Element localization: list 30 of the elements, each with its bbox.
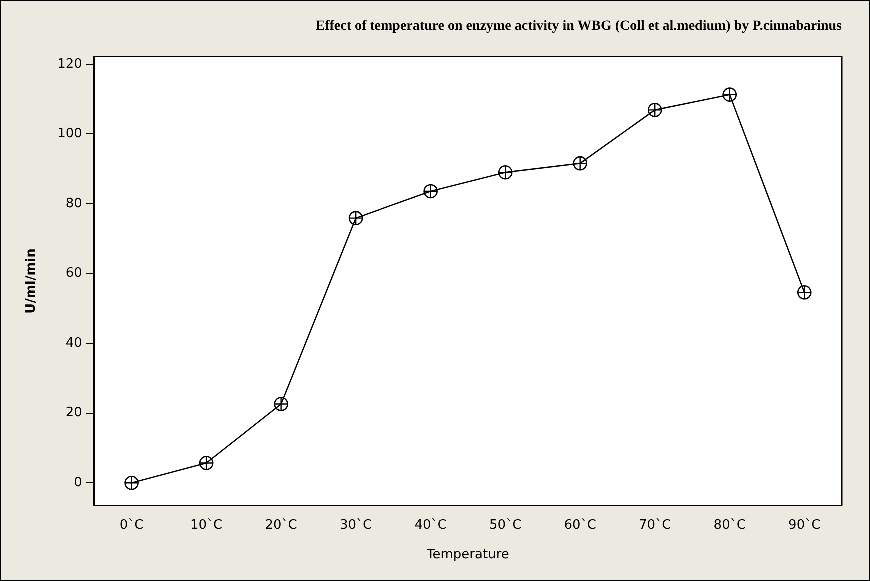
point bbox=[274, 397, 288, 412]
x-tick-label: 30`C bbox=[340, 518, 372, 533]
y-tick-label: 40 bbox=[66, 336, 82, 351]
x-tick-label: 50`C bbox=[490, 518, 522, 533]
x-tick-label: 0`C bbox=[120, 518, 144, 533]
x-tick-label: 70`C bbox=[639, 518, 672, 533]
y-tick-label: 0 bbox=[74, 476, 82, 490]
point bbox=[124, 476, 139, 490]
point bbox=[424, 184, 438, 199]
x-tick-label: 20`C bbox=[265, 518, 298, 533]
x-tick-label: 80`C bbox=[714, 518, 746, 533]
point bbox=[648, 103, 662, 118]
point bbox=[498, 165, 513, 180]
y-tick-label: 100 bbox=[58, 126, 82, 142]
y-tick-label: 80 bbox=[66, 196, 82, 212]
y-axis-title: U/ml/min bbox=[24, 248, 40, 314]
point bbox=[348, 211, 364, 226]
y-tick-label: 20 bbox=[66, 406, 82, 421]
x-tick-label: 60`C bbox=[564, 518, 596, 533]
point bbox=[199, 456, 214, 470]
point bbox=[573, 156, 588, 171]
x-tick-label: 40`C bbox=[414, 518, 447, 533]
point bbox=[797, 285, 812, 300]
y-tick-label: 120 bbox=[58, 56, 82, 72]
chart-title: Effect of temperature on enzyme activity in WBG (Coll et al.medium) by P.cinnabarinus bbox=[316, 19, 843, 34]
x-tick-label: 10`C bbox=[190, 518, 223, 533]
x-tick-label: 90`C bbox=[788, 518, 821, 533]
x-axis-title: Temperature bbox=[426, 548, 510, 563]
y-tick-label: 60 bbox=[66, 266, 82, 282]
point bbox=[722, 88, 738, 102]
